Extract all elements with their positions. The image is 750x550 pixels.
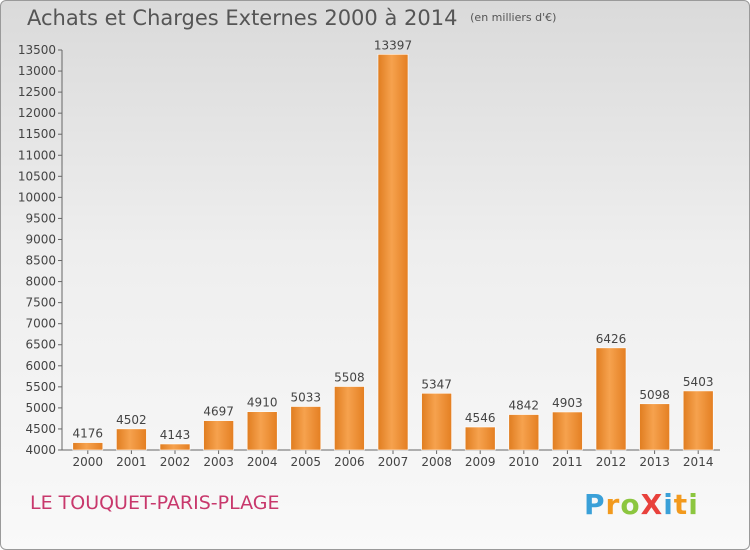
data-label: 5403 <box>683 375 714 389</box>
y-tick-label: 8500 <box>25 254 56 268</box>
chart-title: Achats et Charges Externes 2000 à 2014 (… <box>27 6 556 30</box>
data-label: 4143 <box>160 428 191 442</box>
place-name: LE TOUQUET-PARIS-PLAGE <box>30 492 280 514</box>
y-tick-label: 5500 <box>25 380 56 394</box>
bar <box>508 414 540 451</box>
y-tick-label: 13500 <box>18 43 56 57</box>
x-tick-label: 2008 <box>421 455 452 469</box>
y-tick-label: 12500 <box>18 85 56 99</box>
logo-letter: P <box>584 488 606 521</box>
y-tick-label: 6000 <box>25 359 56 373</box>
y-tick-label: 5000 <box>25 401 56 415</box>
logo-letter: i <box>663 488 674 521</box>
y-tick-label: 11000 <box>18 148 56 162</box>
data-label: 4903 <box>552 396 583 410</box>
data-label: 6426 <box>596 332 627 346</box>
bar <box>552 411 583 451</box>
x-tick-label: 2005 <box>291 455 322 469</box>
x-tick-label: 2009 <box>465 455 496 469</box>
data-label: 5033 <box>291 391 322 405</box>
y-tick-label: 10000 <box>18 190 56 204</box>
x-tick-label: 2012 <box>596 455 627 469</box>
bar <box>159 443 191 451</box>
y-tick-label: 8000 <box>25 275 56 289</box>
bar <box>377 54 409 451</box>
y-tick-label: 4000 <box>25 443 56 457</box>
y-tick-label: 13000 <box>18 64 56 78</box>
bar <box>246 411 278 451</box>
chart-subtitle: (en milliers d'€) <box>470 11 557 24</box>
chart-title-text: Achats et Charges Externes 2000 à 2014 <box>27 6 458 30</box>
data-label: 5508 <box>334 371 365 385</box>
bar <box>334 386 365 451</box>
bar <box>116 428 147 451</box>
bar <box>72 442 104 451</box>
x-tick-label: 2000 <box>73 455 104 469</box>
bar <box>595 347 627 451</box>
data-label: 4910 <box>247 396 278 410</box>
y-tick-label: 11500 <box>18 127 56 141</box>
x-tick-label: 2001 <box>116 455 147 469</box>
data-label: 13397 <box>374 38 412 52</box>
y-tick-label: 7000 <box>25 317 56 331</box>
y-tick-label: 4500 <box>25 422 56 436</box>
logo-letter: t <box>673 488 689 521</box>
x-tick-label: 2011 <box>552 455 583 469</box>
data-label: 5098 <box>639 388 670 402</box>
logo-letter: r <box>605 488 621 521</box>
y-tick-label: 6500 <box>25 338 56 352</box>
bar <box>639 403 670 451</box>
logo-letter: o <box>620 488 641 521</box>
data-label: 4502 <box>116 413 147 427</box>
x-tick-label: 2006 <box>334 455 365 469</box>
x-tick-label: 2002 <box>160 455 191 469</box>
bar <box>290 406 322 451</box>
x-tick-label: 2004 <box>247 455 278 469</box>
bar <box>682 390 714 451</box>
y-tick-label: 9000 <box>25 232 56 246</box>
y-tick-label: 9500 <box>25 211 56 225</box>
proxiti-logo[interactable]: ProXiti <box>584 488 699 521</box>
data-label: 4697 <box>203 405 234 419</box>
data-label: 4546 <box>465 411 496 425</box>
x-tick-label: 2014 <box>683 455 714 469</box>
y-tick-label: 10500 <box>18 169 56 183</box>
data-label: 4176 <box>73 427 104 441</box>
y-tick-label: 12000 <box>18 106 56 120</box>
x-tick-label: 2010 <box>509 455 540 469</box>
x-tick-label: 2007 <box>378 455 409 469</box>
x-tick-label: 2003 <box>203 455 234 469</box>
x-tick-label: 2013 <box>639 455 670 469</box>
logo-letter: i <box>688 488 699 521</box>
data-label: 5347 <box>421 377 452 391</box>
y-tick-label: 7500 <box>25 296 56 310</box>
logo-letter: X <box>640 488 664 521</box>
bar <box>203 420 234 451</box>
bar <box>464 426 496 451</box>
bar <box>421 392 452 451</box>
data-label: 4842 <box>509 399 540 413</box>
